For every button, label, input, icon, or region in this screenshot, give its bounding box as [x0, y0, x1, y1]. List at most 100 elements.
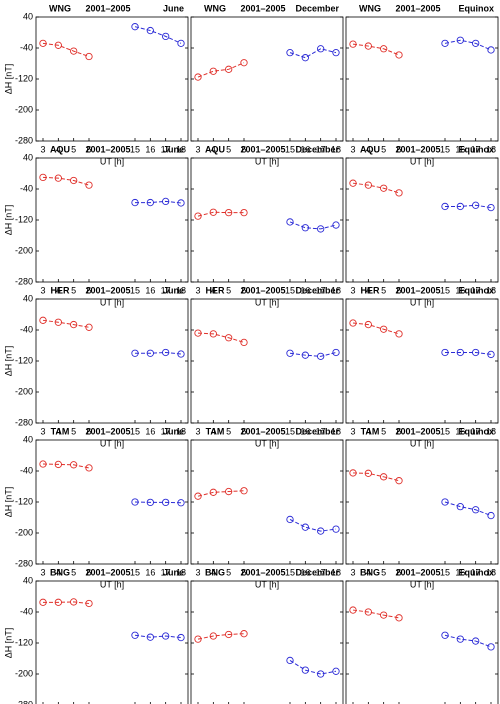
x-axis-label: UT [h] — [100, 297, 124, 307]
data-point — [487, 350, 495, 359]
x-tick-label: 6 — [396, 426, 401, 436]
data-point — [54, 174, 62, 182]
series-line — [197, 211, 244, 217]
y-tick-label: -200 — [15, 245, 33, 255]
data-point — [54, 318, 62, 326]
series-line — [289, 48, 337, 59]
series-line — [352, 322, 400, 335]
data-point — [146, 633, 154, 641]
data-point — [332, 49, 340, 57]
y-tick-label: -200 — [15, 668, 33, 678]
y-axis-label: ΔH [nT] — [3, 64, 13, 95]
data-point — [194, 329, 202, 337]
data-point — [317, 352, 325, 360]
x-tick-label: 4 — [56, 144, 61, 154]
panel-title: BNG — [205, 567, 225, 577]
data-point — [70, 320, 78, 329]
data-point — [39, 598, 47, 606]
x-tick-label: 6 — [396, 144, 401, 154]
y-tick-label: -280 — [15, 558, 33, 568]
x-tick-label: 17 — [316, 567, 326, 577]
data-point — [177, 499, 185, 507]
data-point — [225, 487, 233, 496]
x-axis-label: UT [h] — [100, 156, 124, 166]
data-point — [162, 197, 170, 206]
panel-title: BNG — [50, 567, 70, 577]
data-point — [39, 173, 47, 182]
data-point — [209, 330, 217, 338]
panel-title: December — [295, 3, 339, 13]
x-tick-label: 15 — [440, 426, 450, 436]
x-tick-label: 17 — [316, 285, 326, 295]
series-line — [197, 633, 245, 640]
x-tick-label: 4 — [366, 144, 371, 154]
x-axis-label: UT [h] — [410, 438, 434, 448]
y-tick-label: -40 — [20, 465, 33, 475]
series-line — [42, 42, 90, 57]
x-tick-label: 5 — [381, 567, 386, 577]
panel-title: 2001–2005 — [85, 3, 130, 13]
data-point — [286, 218, 294, 226]
panel-title: June — [163, 426, 184, 436]
data-point — [472, 201, 480, 209]
series-line — [352, 472, 400, 482]
x-tick-label: 17 — [471, 285, 481, 295]
data-point — [209, 67, 217, 75]
x-tick-label: 15 — [285, 567, 295, 577]
y-tick-label: -280 — [15, 276, 33, 286]
data-point — [54, 598, 62, 606]
y-tick-label: -120 — [15, 637, 33, 647]
x-tick-label: 6 — [86, 567, 91, 577]
y-tick-label: -40 — [20, 42, 33, 52]
x-tick-label: 16 — [145, 285, 155, 295]
data-point — [131, 631, 139, 639]
x-tick-label: 4 — [366, 426, 371, 436]
data-point — [441, 202, 449, 211]
x-tick-label: 6 — [241, 285, 246, 295]
panel-title: December — [295, 144, 339, 154]
data-point — [225, 65, 233, 73]
data-point — [131, 349, 139, 357]
x-tick-label: 4 — [56, 426, 61, 436]
x-tick-label: 15 — [285, 144, 295, 154]
plot-area — [190, 157, 344, 283]
x-tick-label: 18 — [331, 144, 341, 154]
data-point — [487, 643, 495, 651]
data-point — [380, 473, 388, 481]
x-tick-label: 15 — [130, 285, 140, 295]
data-point — [380, 611, 388, 619]
data-point — [286, 49, 294, 57]
data-point — [472, 506, 480, 514]
x-tick-label: 4 — [366, 285, 371, 295]
x-tick-label: 5 — [226, 567, 231, 577]
data-point — [162, 498, 170, 507]
x-tick-label: 17 — [161, 285, 171, 295]
x-tick-label: 18 — [176, 144, 186, 154]
plot-area — [190, 298, 344, 424]
series-line — [352, 43, 400, 56]
series-line — [42, 463, 90, 469]
x-tick-label: 6 — [396, 285, 401, 295]
y-tick-label: -280 — [15, 417, 33, 427]
plot-area — [35, 157, 189, 283]
data-point — [456, 635, 464, 643]
data-point — [194, 73, 202, 81]
data-point — [146, 198, 154, 207]
data-point — [286, 656, 294, 665]
x-tick-label: 16 — [145, 426, 155, 436]
data-point — [240, 59, 248, 67]
data-point — [349, 179, 357, 187]
data-point — [349, 606, 357, 614]
data-point — [441, 348, 449, 357]
x-tick-label: 15 — [285, 285, 295, 295]
x-tick-label: 6 — [86, 426, 91, 436]
data-point — [332, 221, 340, 229]
y-tick-label: -200 — [15, 104, 33, 114]
x-tick-label: 17 — [471, 426, 481, 436]
x-axis-label: UT [h] — [255, 438, 279, 448]
data-point — [456, 348, 464, 357]
data-point — [332, 667, 340, 675]
data-point — [349, 319, 357, 327]
x-tick-label: 15 — [130, 567, 140, 577]
x-tick-label: 18 — [331, 285, 341, 295]
